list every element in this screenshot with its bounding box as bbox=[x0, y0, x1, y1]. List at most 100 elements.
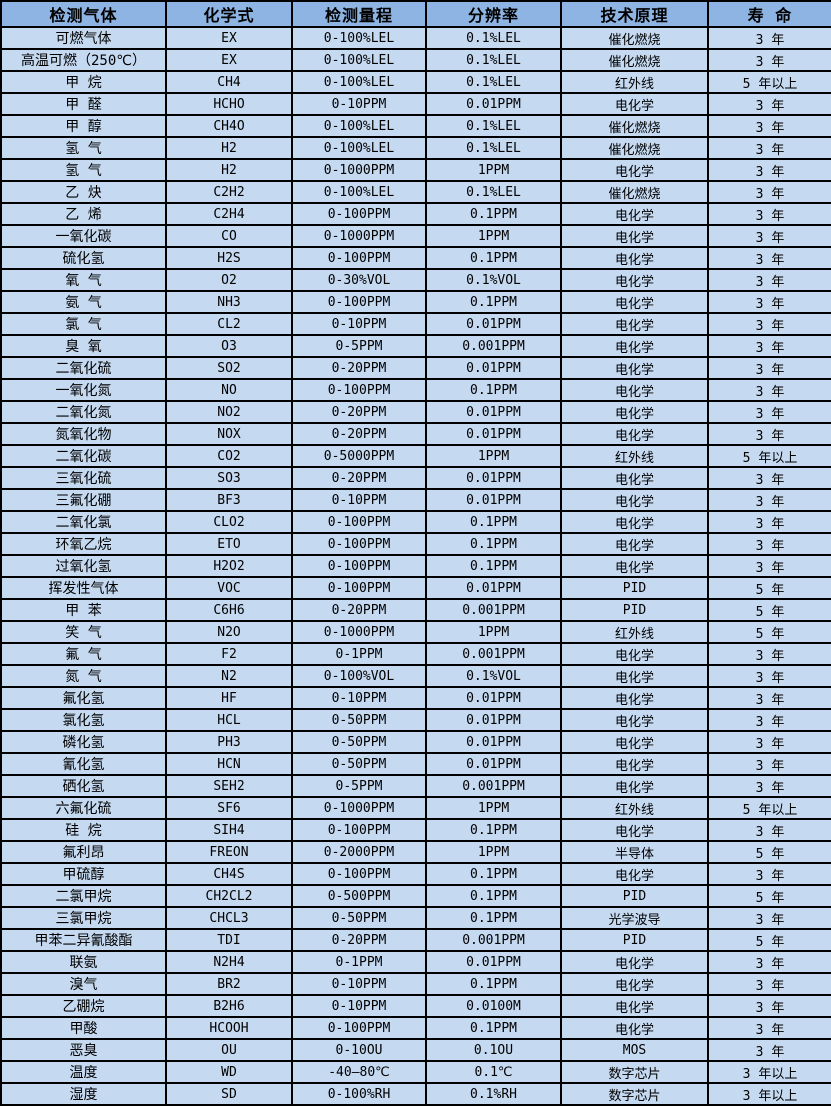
column-header-range: 检测量程 bbox=[291, 0, 427, 28]
resolution-cell: 0.1℃ bbox=[425, 1060, 562, 1084]
gas-cell: 甲 苯 bbox=[0, 598, 167, 622]
range-cell: 0-100PPM bbox=[291, 554, 427, 578]
lifespan-cell: 5 年 bbox=[707, 928, 831, 952]
resolution-cell: 0.1PPM bbox=[425, 378, 562, 402]
lifespan-cell: 3 年 bbox=[707, 466, 831, 490]
table-row: 一氧化氮 NO 0-100PPM 0.1PPM 电化学 3 年 bbox=[0, 378, 831, 402]
resolution-cell: 0.01PPM bbox=[425, 466, 562, 490]
gas-cell: 甲 醛 bbox=[0, 92, 167, 116]
gas-cell: 硅 烷 bbox=[0, 818, 167, 842]
table-row: 氨 气 NH3 0-100PPM 0.1PPM 电化学 3 年 bbox=[0, 290, 831, 314]
formula-cell: NH3 bbox=[165, 290, 293, 314]
lifespan-cell: 3 年 bbox=[707, 246, 831, 270]
gas-cell: 高温可燃（250℃） bbox=[0, 48, 167, 72]
principle-cell: 电化学 bbox=[560, 862, 709, 886]
table-row: 二氧化硫 SO2 0-20PPM 0.01PPM 电化学 3 年 bbox=[0, 356, 831, 380]
formula-cell: NOX bbox=[165, 422, 293, 446]
gas-cell: 二氧化碳 bbox=[0, 444, 167, 468]
range-cell: 0-100PPM bbox=[291, 202, 427, 226]
formula-cell: CH4S bbox=[165, 862, 293, 886]
table-row: 联氨 N2H4 0-1PPM 0.01PPM 电化学 3 年 bbox=[0, 950, 831, 974]
gas-cell: 甲酸 bbox=[0, 1016, 167, 1040]
table-row: 二氧化氯 CLO2 0-100PPM 0.1PPM 电化学 3 年 bbox=[0, 510, 831, 534]
lifespan-cell: 5 年 bbox=[707, 840, 831, 864]
table-row: 三氟化硼 BF3 0-10PPM 0.01PPM 电化学 3 年 bbox=[0, 488, 831, 512]
table-header: 检测气体 化学式 检测量程 分辨率 技术原理寿 命 bbox=[0, 0, 831, 28]
principle-cell: PID bbox=[560, 598, 709, 622]
resolution-cell: 1PPM bbox=[425, 796, 562, 820]
principle-cell: 电化学 bbox=[560, 400, 709, 424]
gas-cell: 恶臭 bbox=[0, 1038, 167, 1062]
resolution-cell: 0.1%LEL bbox=[425, 26, 562, 50]
table-row: 湿度 SD 0-100%RH 0.1%RH 数字芯片 3 年以上 bbox=[0, 1082, 831, 1106]
formula-cell: WD bbox=[165, 1060, 293, 1084]
gas-cell: 氨 气 bbox=[0, 290, 167, 314]
principle-cell: 催化燃烧 bbox=[560, 136, 709, 160]
gas-cell: 甲 醇 bbox=[0, 114, 167, 138]
principle-cell: 电化学 bbox=[560, 202, 709, 226]
range-cell: 0-5000PPM bbox=[291, 444, 427, 468]
principle-cell: 电化学 bbox=[560, 642, 709, 666]
gas-cell: 二氧化氯 bbox=[0, 510, 167, 534]
principle-cell: 半导体 bbox=[560, 840, 709, 864]
table-row: 甲 苯 C6H6 0-20PPM 0.001PPM PID 5 年 bbox=[0, 598, 831, 622]
lifespan-cell: 5 年以上 bbox=[707, 444, 831, 468]
principle-cell: 电化学 bbox=[560, 268, 709, 292]
resolution-cell: 0.01PPM bbox=[425, 400, 562, 424]
lifespan-cell: 3 年 bbox=[707, 290, 831, 314]
gas-cell: 氟利昂 bbox=[0, 840, 167, 864]
resolution-cell: 0.1PPM bbox=[425, 532, 562, 556]
table-row: 氯化氢 HCL 0-50PPM 0.01PPM 电化学 3 年 bbox=[0, 708, 831, 732]
principle-cell: 电化学 bbox=[560, 158, 709, 182]
resolution-cell: 0.01PPM bbox=[425, 422, 562, 446]
table-row: 氮氧化物 NOX 0-20PPM 0.01PPM 电化学 3 年 bbox=[0, 422, 831, 446]
range-cell: 0-50PPM bbox=[291, 708, 427, 732]
lifespan-cell: 5 年 bbox=[707, 576, 831, 600]
table-row: 氮 气 N2 0-100%VOL 0.1%VOL 电化学 3 年 bbox=[0, 664, 831, 688]
lifespan-cell: 3 年 bbox=[707, 136, 831, 160]
lifespan-cell: 5 年 bbox=[707, 620, 831, 644]
formula-cell: H2 bbox=[165, 158, 293, 182]
gas-cell: 甲硫醇 bbox=[0, 862, 167, 886]
range-cell: 0-10PPM bbox=[291, 488, 427, 512]
resolution-cell: 0.1%LEL bbox=[425, 70, 562, 94]
formula-cell: SO2 bbox=[165, 356, 293, 380]
resolution-cell: 0.1%VOL bbox=[425, 268, 562, 292]
range-cell: 0-30%VOL bbox=[291, 268, 427, 292]
principle-cell: 电化学 bbox=[560, 950, 709, 974]
range-cell: 0-1PPM bbox=[291, 950, 427, 974]
principle-cell: PID bbox=[560, 928, 709, 952]
gas-cell: 磷化氢 bbox=[0, 730, 167, 754]
resolution-cell: 0.1PPM bbox=[425, 818, 562, 842]
lifespan-cell: 3 年 bbox=[707, 202, 831, 226]
gas-cell: 乙 炔 bbox=[0, 180, 167, 204]
range-cell: 0-100PPM bbox=[291, 818, 427, 842]
gas-cell: 联氨 bbox=[0, 950, 167, 974]
table-row: 硒化氢 SEH2 0-5PPM 0.001PPM 电化学 3 年 bbox=[0, 774, 831, 798]
resolution-cell: 0.001PPM bbox=[425, 334, 562, 358]
table-row: 甲 醇 CH4O 0-100%LEL 0.1%LEL 催化燃烧 3 年 bbox=[0, 114, 831, 138]
range-cell: 0-20PPM bbox=[291, 400, 427, 424]
range-cell: 0-1000PPM bbox=[291, 158, 427, 182]
principle-cell: 电化学 bbox=[560, 818, 709, 842]
principle-cell: 电化学 bbox=[560, 356, 709, 380]
range-cell: 0-100%RH bbox=[291, 1082, 427, 1106]
gas-cell: 氢 气 bbox=[0, 136, 167, 160]
lifespan-cell: 3 年 bbox=[707, 48, 831, 72]
principle-cell: 红外线 bbox=[560, 70, 709, 94]
gas-cell: 挥发性气体 bbox=[0, 576, 167, 600]
resolution-cell: 0.1PPM bbox=[425, 554, 562, 578]
lifespan-cell: 3 年 bbox=[707, 268, 831, 292]
resolution-cell: 0.1%RH bbox=[425, 1082, 562, 1106]
table-row: 可燃气体 EX 0-100%LEL 0.1%LEL 催化燃烧 3 年 bbox=[0, 26, 831, 50]
table-row: 磷化氢 PH3 0-50PPM 0.01PPM 电化学 3 年 bbox=[0, 730, 831, 754]
resolution-cell: 0.01PPM bbox=[425, 752, 562, 776]
formula-cell: HCL bbox=[165, 708, 293, 732]
range-cell: 0-100PPM bbox=[291, 290, 427, 314]
range-cell: 0-20PPM bbox=[291, 356, 427, 380]
formula-cell: CH4 bbox=[165, 70, 293, 94]
gas-cell: 三氯甲烷 bbox=[0, 906, 167, 930]
resolution-cell: 0.1%LEL bbox=[425, 180, 562, 204]
gas-cell: 一氧化氮 bbox=[0, 378, 167, 402]
